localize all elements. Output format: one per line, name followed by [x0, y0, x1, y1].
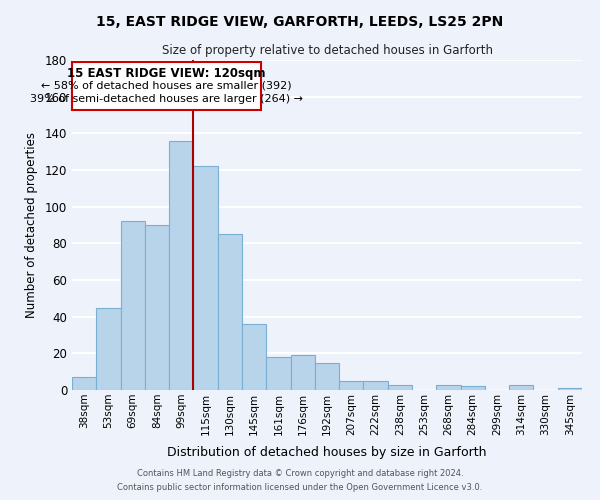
Text: 39% of semi-detached houses are larger (264) →: 39% of semi-detached houses are larger (…: [30, 94, 303, 104]
Bar: [145, 225, 169, 390]
Text: 15 EAST RIDGE VIEW: 120sqm: 15 EAST RIDGE VIEW: 120sqm: [67, 68, 266, 80]
Bar: [72, 377, 96, 390]
Bar: [193, 166, 218, 390]
Bar: [121, 222, 145, 390]
Bar: [339, 381, 364, 390]
Bar: [169, 140, 193, 390]
Bar: [315, 362, 339, 390]
Bar: [364, 381, 388, 390]
Text: 15, EAST RIDGE VIEW, GARFORTH, LEEDS, LS25 2PN: 15, EAST RIDGE VIEW, GARFORTH, LEEDS, LS…: [97, 15, 503, 29]
Text: ← 58% of detached houses are smaller (392): ← 58% of detached houses are smaller (39…: [41, 80, 292, 90]
Title: Size of property relative to detached houses in Garforth: Size of property relative to detached ho…: [161, 44, 493, 58]
Bar: [461, 386, 485, 390]
Bar: [436, 384, 461, 390]
Bar: [509, 384, 533, 390]
Bar: [558, 388, 582, 390]
FancyBboxPatch shape: [72, 62, 262, 110]
Text: Contains public sector information licensed under the Open Government Licence v3: Contains public sector information licen…: [118, 484, 482, 492]
Y-axis label: Number of detached properties: Number of detached properties: [25, 132, 38, 318]
X-axis label: Distribution of detached houses by size in Garforth: Distribution of detached houses by size …: [167, 446, 487, 459]
Bar: [388, 384, 412, 390]
Bar: [218, 234, 242, 390]
Bar: [290, 355, 315, 390]
Text: Contains HM Land Registry data © Crown copyright and database right 2024.: Contains HM Land Registry data © Crown c…: [137, 468, 463, 477]
Bar: [266, 357, 290, 390]
Bar: [96, 308, 121, 390]
Bar: [242, 324, 266, 390]
